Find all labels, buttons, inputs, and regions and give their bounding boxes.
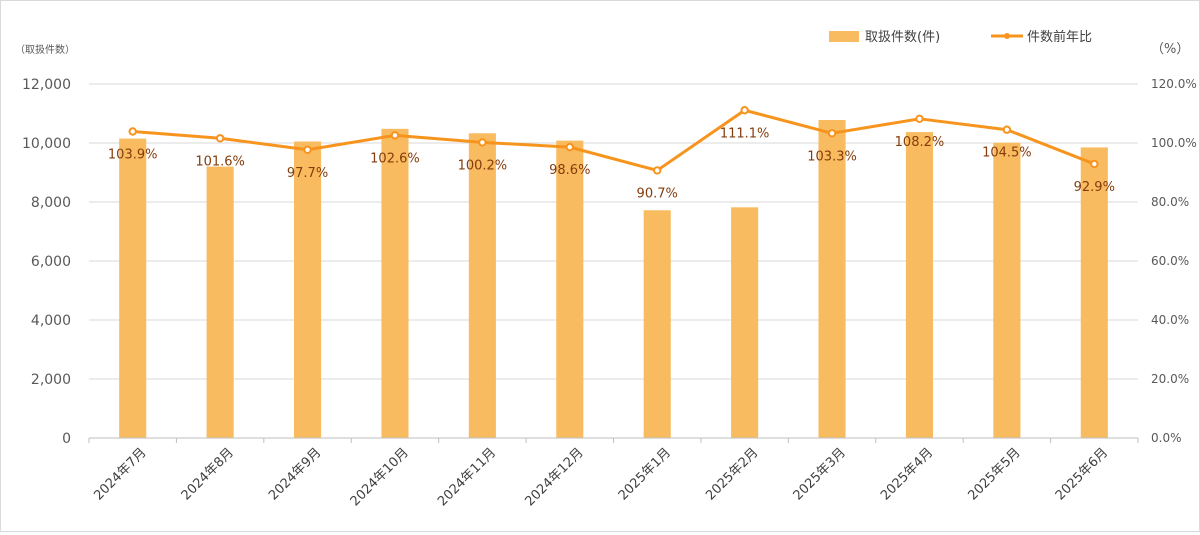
- right-axis-tick-label: 80.0%: [1151, 195, 1189, 209]
- bar: [293, 141, 322, 438]
- line-point: [215, 134, 225, 143]
- x-axis-tick-label: 2025年2月: [703, 445, 761, 503]
- left-axis-tick-label: 8,000: [31, 195, 71, 211]
- axes: 0 0.0% 2,000 20.0% 4,000 40.0% 6,000 60.0% 8,000…: [22, 77, 1197, 509]
- right-axis-tick-label: 20.0%: [1151, 372, 1189, 386]
- data-label: 102.6%: [370, 151, 420, 166]
- line-point: [1002, 125, 1012, 134]
- x-axis-tick-label: 2024年12月: [523, 445, 587, 509]
- data-label: 103.9%: [108, 147, 158, 162]
- bar: [119, 138, 147, 438]
- line-point: [653, 166, 662, 175]
- gridlines: [89, 83, 1138, 380]
- left-axis-unit-label: （取扱件数）: [15, 43, 75, 56]
- bar: [905, 132, 934, 438]
- left-axis-tick-label: 0: [62, 431, 71, 447]
- bar-series: [119, 119, 1108, 439]
- x-axis-tick-label: 2024年10月: [348, 445, 412, 509]
- line-point: [565, 142, 574, 152]
- line-point: [390, 131, 400, 140]
- x-axis-tick-label: 2024年7月: [91, 445, 149, 503]
- line-series: [128, 106, 1099, 175]
- bar: [381, 128, 409, 438]
- x-axis-tick-label: 2025年3月: [791, 445, 849, 503]
- right-axis-tick-label: 100.0%: [1151, 136, 1197, 150]
- data-label: 103.3%: [807, 149, 857, 164]
- x-axis-tick-label: 2024年9月: [266, 445, 324, 503]
- data-label: 101.6%: [195, 154, 245, 169]
- left-axis-tick-label: 12,000: [22, 77, 71, 93]
- line-point: [827, 129, 837, 138]
- x-axis-tick-label: 2024年8月: [179, 445, 237, 503]
- bar: [468, 133, 496, 438]
- right-axis-tick-label: 60.0%: [1151, 254, 1189, 268]
- right-axis-unit-label: （%）: [1151, 42, 1189, 57]
- line-point: [478, 138, 487, 147]
- line-point: [915, 114, 924, 124]
- line-point: [1090, 159, 1099, 169]
- left-axis-tick-label: 10,000: [22, 136, 71, 152]
- bar: [1080, 147, 1108, 439]
- x-axis-tick-label: 2025年5月: [965, 445, 1023, 503]
- right-axis-tick-label: 40.0%: [1151, 313, 1189, 327]
- legend-line-label: 件数前年比: [1027, 29, 1092, 45]
- legend-line-marker: [1004, 33, 1010, 39]
- left-axis-tick-label: 4,000: [31, 313, 71, 329]
- data-label: 97.7%: [287, 166, 328, 181]
- bar: [556, 140, 584, 438]
- x-axis-tick-label: 2025年4月: [878, 445, 936, 503]
- data-label: 104.5%: [982, 146, 1032, 161]
- left-axis-tick-label: 6,000: [31, 254, 71, 270]
- line-point: [740, 106, 749, 115]
- data-label: 92.9%: [1074, 180, 1115, 195]
- legend-bar-label: 取扱件数(件): [865, 30, 940, 45]
- bar: [993, 142, 1021, 438]
- bar: [731, 207, 759, 438]
- series-line: [132, 108, 1095, 172]
- data-labels: 103.9% 101.6% 97.7% 102.6% 100.2% 98.6% 90.7% 1…: [108, 126, 1115, 201]
- data-label: 90.7%: [637, 186, 678, 201]
- data-label: 108.2%: [895, 135, 945, 150]
- data-label: 111.1%: [720, 126, 770, 141]
- data-label: 100.2%: [458, 158, 508, 173]
- bar: [206, 166, 234, 438]
- legend-bar-swatch: [829, 31, 859, 42]
- right-axis-tick-label: 0.0%: [1151, 431, 1182, 445]
- legend: 取扱件数(件) 件数前年比: [829, 29, 1092, 45]
- line-point: [303, 145, 312, 154]
- line-point: [128, 127, 137, 136]
- left-axis-tick-label: 2,000: [31, 372, 71, 388]
- data-label: 98.6%: [549, 163, 590, 178]
- right-axis-tick-label: 120.0%: [1151, 77, 1197, 91]
- bar: [818, 119, 846, 439]
- bar: [643, 210, 671, 438]
- x-axis-tick-label: 2025年1月: [616, 445, 674, 503]
- x-axis-tick-label: 2025年6月: [1053, 445, 1111, 503]
- x-axis-tick-label: 2024年11月: [435, 445, 499, 509]
